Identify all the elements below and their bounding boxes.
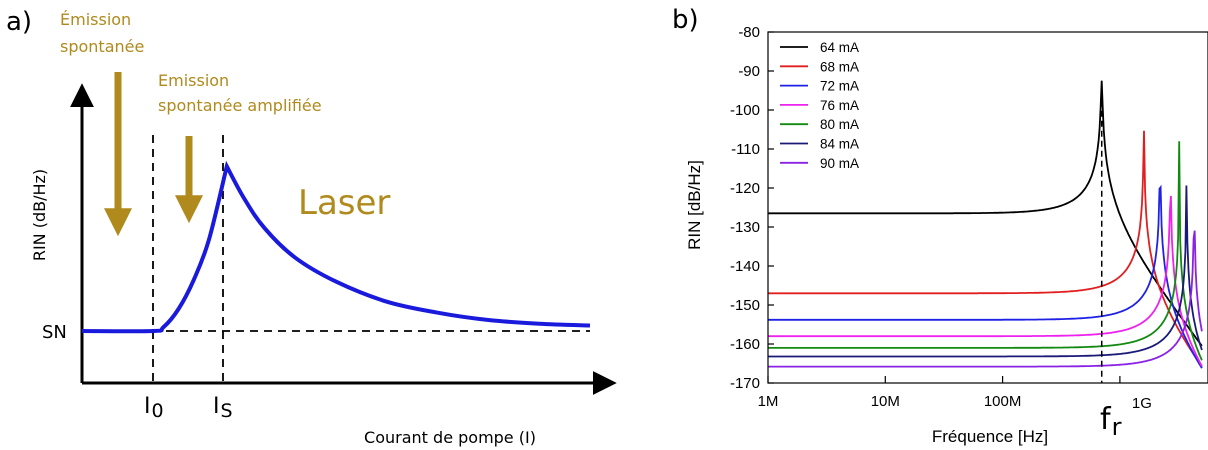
panel-b-curves: [768, 80, 1203, 369]
panel-b-label: b): [672, 5, 699, 35]
x-tick-label: 10M: [871, 393, 900, 410]
y-tick-label: -90: [738, 63, 760, 80]
series-line-64-ma: [768, 80, 1203, 347]
series-line-72-ma: [768, 184, 1203, 369]
series-line-76-ma: [768, 195, 1203, 367]
legend-label: 80 mA: [820, 117, 859, 132]
sn-label: SN: [42, 322, 67, 343]
y-tick-label: -110: [731, 141, 760, 158]
y-tick-label: -160: [730, 336, 760, 353]
spontaneous-emission-label: Émission spontanée: [60, 10, 144, 56]
panel-b-y-label: RIN [dB/Hz]: [685, 160, 704, 250]
y-tick-label: -100: [730, 102, 760, 119]
series-line-84-ma: [768, 185, 1203, 358]
legend-label: 72 mA: [820, 79, 859, 94]
amplified-emission-label: Emission spontanée amplifiée: [158, 71, 322, 115]
panel-b-x-label: Fréquence [Hz]: [932, 427, 1048, 446]
rin-curve: [81, 160, 591, 334]
is-label: IS: [213, 394, 233, 422]
panel-b-frame: [767, 31, 1208, 384]
laser-label: Laser: [298, 183, 390, 223]
panel-b-legend: 64 mA 68 mA 72 mA 76 mA 80 mA 84 mA 90 mA: [780, 40, 859, 171]
legend-label: 90 mA: [820, 156, 859, 171]
x-tick-label: 1G: [1132, 395, 1152, 412]
y-tick-label: -80: [738, 24, 760, 41]
series-line-90-ma: [768, 230, 1203, 368]
y-tick-label: -120: [730, 180, 760, 197]
series-line-80-ma: [768, 141, 1203, 361]
x-tick-label: 1M: [758, 393, 779, 410]
y-tick-label: -130: [730, 219, 760, 236]
y-tick-label: -170: [730, 375, 760, 392]
panel-b-ticks: -80 -90 -100 -110 -120 -130 -140 -150 -160 -1701M…: [730, 24, 1152, 412]
panel-a-label: a): [6, 7, 32, 37]
legend-label: 76 mA: [820, 98, 859, 113]
y-tick-label: -140: [730, 258, 760, 275]
panel-a-x-label: Courant de pompe (I): [364, 428, 536, 447]
i0-label: I0: [144, 394, 164, 422]
fr-label: fr: [1100, 402, 1122, 441]
series-line-68-ma: [768, 130, 1203, 368]
panel-a-y-label: RIN (dB/Hz): [30, 169, 49, 261]
x-tick-label: 100M: [984, 393, 1022, 410]
legend-label: 64 mA: [820, 40, 859, 55]
legend-label: 68 mA: [820, 59, 859, 74]
y-tick-label: -150: [730, 297, 760, 314]
legend-label: 84 mA: [820, 137, 859, 152]
